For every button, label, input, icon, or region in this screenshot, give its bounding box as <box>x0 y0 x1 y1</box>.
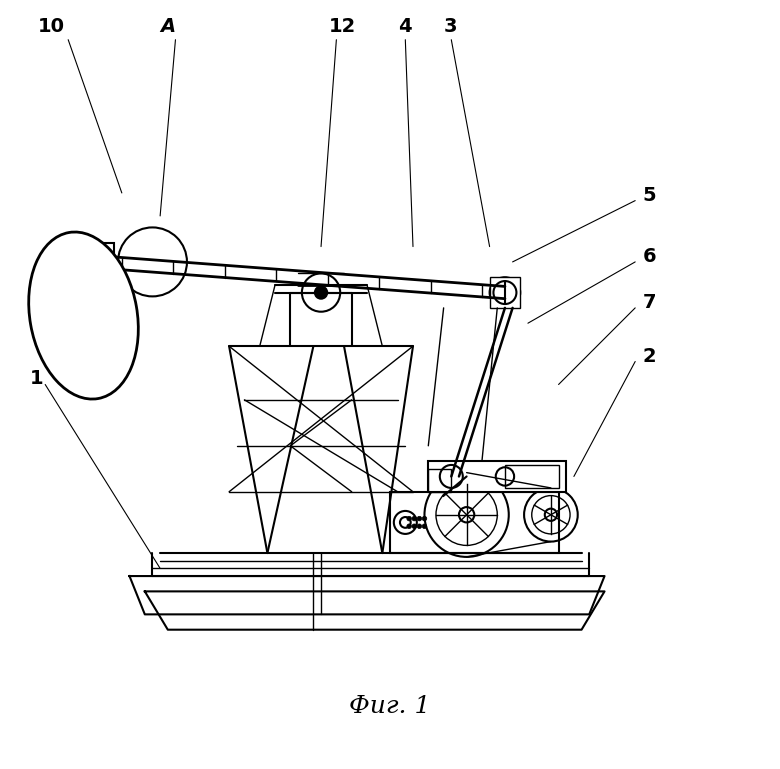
Text: 10: 10 <box>37 17 65 36</box>
Circle shape <box>412 516 417 521</box>
Polygon shape <box>129 576 604 614</box>
Text: A: A <box>160 17 176 36</box>
Ellipse shape <box>29 232 138 399</box>
Text: 2: 2 <box>643 347 657 365</box>
Circle shape <box>400 517 411 528</box>
Circle shape <box>315 286 327 298</box>
Circle shape <box>422 516 427 521</box>
Text: 3: 3 <box>444 17 457 36</box>
Bar <box>428 469 452 491</box>
Circle shape <box>417 516 422 521</box>
Bar <box>505 465 558 488</box>
Text: 12: 12 <box>328 17 356 36</box>
Text: 6: 6 <box>643 247 657 266</box>
Circle shape <box>544 508 557 521</box>
Polygon shape <box>145 591 604 630</box>
Bar <box>91 243 114 281</box>
Text: 1: 1 <box>30 369 44 388</box>
Text: 7: 7 <box>643 293 656 312</box>
Text: 5: 5 <box>643 185 657 205</box>
Text: Фиг. 1: Фиг. 1 <box>349 695 431 717</box>
Bar <box>490 278 520 308</box>
Circle shape <box>412 524 417 528</box>
Circle shape <box>422 524 427 528</box>
Circle shape <box>417 524 422 528</box>
Bar <box>390 491 558 553</box>
Circle shape <box>407 516 412 521</box>
Text: 4: 4 <box>398 17 411 36</box>
Bar <box>428 461 566 491</box>
Circle shape <box>407 524 412 528</box>
Circle shape <box>459 507 474 522</box>
